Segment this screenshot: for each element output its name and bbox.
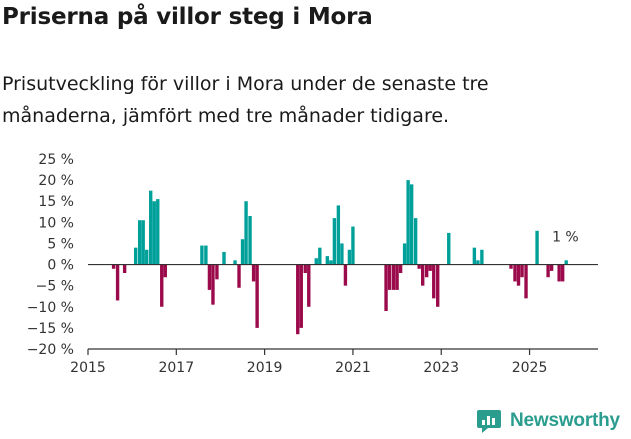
bar: [564, 260, 568, 265]
brand-name: Newsworthy: [510, 410, 620, 431]
bar: [432, 264, 436, 299]
bar: [516, 264, 521, 286]
bar-chart: 25 % 20 % 15 % 10 % 5 % 0 % −5 % −10 % −15 % −20 …: [27, 152, 598, 376]
subtitle-line-1: Prisutveckling för villor i Mora under d…: [2, 73, 489, 95]
bar: [343, 264, 348, 286]
bar: [122, 264, 127, 273]
bar: [476, 260, 480, 265]
bar: [244, 201, 248, 265]
bar: [211, 264, 215, 305]
bar: [207, 264, 212, 290]
bar: [524, 264, 528, 299]
bar: [152, 201, 156, 265]
x-tick-label: 2023: [423, 360, 459, 376]
bar: [325, 256, 330, 265]
bar: [156, 199, 160, 265]
bar: [251, 264, 256, 282]
bar: [413, 218, 418, 265]
bar: [115, 264, 120, 301]
bar: [141, 220, 145, 265]
bar: [520, 264, 524, 278]
bar: [303, 264, 307, 273]
y-tick-label: 5 %: [47, 236, 74, 252]
y-tick-label: −10 %: [27, 300, 74, 316]
bar: [111, 264, 116, 269]
bar: [299, 264, 303, 328]
bar: [233, 260, 237, 265]
bar: [513, 264, 517, 282]
bar: [145, 249, 149, 265]
bar: [332, 218, 337, 265]
bar: [351, 226, 355, 265]
bar: [387, 264, 392, 290]
bar: [336, 205, 341, 265]
bar: [535, 230, 539, 265]
bar: [447, 232, 451, 265]
bar: [395, 264, 399, 290]
bar: [200, 245, 204, 265]
bar: [222, 251, 226, 265]
bar: [557, 264, 561, 282]
y-tick-label: 10 %: [38, 215, 74, 231]
bar: [391, 264, 396, 290]
bar: [133, 247, 138, 265]
bar: [480, 249, 484, 265]
subtitle-line-2: månaderna, jämfört med tre månader tidig…: [2, 105, 450, 127]
bar: [549, 264, 554, 271]
y-tick-label: −15 %: [27, 321, 74, 337]
bar: [163, 264, 167, 278]
bar: [237, 264, 241, 288]
bar: [160, 264, 164, 307]
bar: [347, 249, 352, 265]
y-tick-label: −5 %: [36, 279, 74, 295]
bar: [409, 184, 414, 265]
x-tick-label: 2015: [70, 360, 106, 376]
bar: [398, 264, 403, 273]
bar: [318, 247, 322, 265]
bar: [248, 216, 252, 265]
bar: [402, 243, 407, 265]
bar: [204, 245, 208, 265]
bar: [384, 264, 388, 311]
bar: [215, 264, 219, 280]
annotation-label: 1 %: [552, 229, 579, 245]
bar: [546, 264, 550, 278]
x-tick-label: 2025: [512, 360, 548, 376]
bar: [137, 220, 142, 265]
bar: [428, 264, 432, 271]
x-tick-label: 2019: [247, 360, 283, 376]
bar: [424, 264, 429, 278]
bar: [149, 190, 153, 265]
bar: [240, 239, 245, 265]
y-tick-label: 0 %: [47, 258, 74, 274]
newsworthy-icon: [477, 410, 501, 433]
bar: [509, 264, 513, 269]
bar: [255, 264, 259, 328]
bar: [421, 264, 425, 286]
newsworthy-logo[interactable]: Newsworthy: [476, 405, 620, 437]
bar: [340, 243, 344, 265]
chart-subtitle: Prisutveckling för villor i Mora under d…: [2, 68, 622, 132]
y-tick-label: 25 %: [38, 152, 74, 168]
y-tick-label: 15 %: [38, 194, 74, 210]
bar: [417, 264, 421, 269]
bar: [472, 247, 477, 265]
x-tick-label: 2021: [335, 360, 371, 376]
bar: [436, 264, 440, 307]
bar: [329, 260, 333, 265]
bar: [296, 264, 300, 335]
bar: [314, 258, 318, 265]
y-tick-label: 20 %: [38, 173, 74, 189]
y-tick-label: −20 %: [27, 342, 74, 358]
x-tick-label: 2017: [158, 360, 194, 376]
bar: [560, 264, 565, 282]
bar: [307, 264, 311, 307]
chart-title: Priserna på villor steg i Mora: [2, 4, 373, 30]
bar: [406, 180, 410, 265]
